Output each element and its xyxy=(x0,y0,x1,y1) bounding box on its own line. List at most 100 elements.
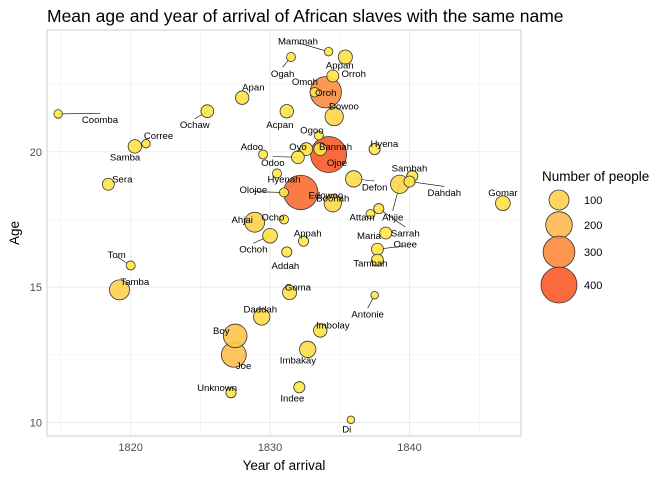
data-point xyxy=(258,149,269,160)
point-label: Appan xyxy=(326,61,354,72)
point-label: Coomba xyxy=(82,115,119,126)
point-label: Orroh xyxy=(341,69,366,80)
data-point xyxy=(281,246,293,258)
point-label: Edowoo xyxy=(308,191,343,202)
legend: Number of people 100 200 300 400 xyxy=(540,169,649,304)
data-point xyxy=(324,107,344,127)
point-label: Addah xyxy=(272,261,300,272)
data-point xyxy=(298,235,310,247)
legend-label: 100 xyxy=(584,195,602,207)
data-point xyxy=(326,69,340,83)
legend-key xyxy=(548,189,570,211)
panel-background xyxy=(47,30,521,436)
point-label: Ogah xyxy=(271,69,294,80)
point-label: Acpan xyxy=(266,120,293,131)
point-label: Defon xyxy=(362,182,388,193)
data-point xyxy=(299,340,317,358)
point-label: Ahjai xyxy=(232,215,253,226)
data-point xyxy=(53,109,63,119)
point-label: Gomar xyxy=(488,188,518,199)
data-point xyxy=(109,279,130,301)
point-label: Ahjie xyxy=(382,212,403,223)
point-label: Indee xyxy=(280,394,304,405)
point-label: Hyena xyxy=(371,139,399,150)
data-points xyxy=(53,46,511,424)
point-label: Corree xyxy=(144,131,173,142)
point-label: Ochoh xyxy=(239,245,267,256)
data-point xyxy=(313,323,328,338)
data-point xyxy=(293,381,306,394)
data-point xyxy=(279,104,294,119)
axis-ticks: 1820 1830 1840 10 15 20 xyxy=(30,147,422,454)
point-label: Oyo xyxy=(289,142,307,153)
data-point xyxy=(291,150,305,164)
point-label: Joe xyxy=(236,361,251,372)
data-point xyxy=(286,52,296,62)
data-point xyxy=(223,323,248,349)
legend-key xyxy=(542,235,576,269)
point-label: Goma xyxy=(285,283,312,294)
point-label: Maria xyxy=(357,231,382,242)
point-label: Dahdah xyxy=(428,188,462,199)
legend-label: 400 xyxy=(584,280,602,292)
point-label: Adoo xyxy=(241,142,263,153)
y-axis-label: Age xyxy=(7,221,22,245)
point-label: Ocho xyxy=(261,212,284,223)
point-label: Boonah xyxy=(316,193,349,204)
data-point xyxy=(282,285,298,301)
point-label: Attam xyxy=(350,212,375,223)
point-label: Apan xyxy=(242,82,264,93)
point-label: Samba xyxy=(110,153,141,164)
label-leader-line xyxy=(58,113,100,115)
legend-title: Number of people xyxy=(542,169,649,184)
data-point xyxy=(337,49,353,65)
legend-label: 200 xyxy=(584,220,602,232)
point-label: Imbakay xyxy=(280,356,316,367)
legend-key xyxy=(540,266,578,304)
data-point xyxy=(299,142,314,156)
grid xyxy=(47,30,521,436)
point-label: Daddah xyxy=(243,304,277,315)
data-point xyxy=(253,308,271,326)
data-point xyxy=(345,170,363,188)
data-point xyxy=(225,387,237,399)
data-point xyxy=(313,142,328,156)
point-label: Boy xyxy=(213,326,230,337)
data-point xyxy=(127,139,142,154)
data-point xyxy=(495,195,511,211)
data-point xyxy=(368,143,381,156)
data-point xyxy=(323,194,342,213)
data-point xyxy=(373,203,385,215)
point-label: Bannah xyxy=(319,142,352,153)
legend-key xyxy=(545,211,573,239)
data-point xyxy=(371,242,384,256)
point-label: Oroh xyxy=(315,88,336,99)
point-label: Olojoe xyxy=(239,185,267,196)
point-label: Sera xyxy=(112,174,133,185)
data-point xyxy=(403,175,416,188)
data-point xyxy=(371,253,384,267)
label-leader-line xyxy=(297,42,329,52)
point-label: Onee xyxy=(394,239,417,250)
point-label: Tambah xyxy=(353,258,387,269)
point-label: Sarrah xyxy=(391,229,420,240)
point-label: Ojoe xyxy=(327,158,347,169)
point-label: Appah xyxy=(294,229,322,240)
data-point xyxy=(323,46,334,57)
point-label: Sambah xyxy=(392,164,428,175)
label-leader-line xyxy=(253,191,285,193)
y-tick-label: 15 xyxy=(30,282,42,294)
point-label: Ochaw xyxy=(180,120,210,131)
y-tick-label: 20 xyxy=(30,147,42,159)
point-label: Tom xyxy=(108,250,126,261)
y-tick-label: 10 xyxy=(30,417,42,429)
data-point xyxy=(346,415,356,424)
data-point xyxy=(272,168,282,179)
data-point xyxy=(200,104,215,118)
data-point xyxy=(379,226,393,240)
point-label: Antonie xyxy=(351,310,384,321)
point-label: Hyenah xyxy=(267,174,300,185)
x-axis-label: Year of arrival xyxy=(243,458,326,473)
